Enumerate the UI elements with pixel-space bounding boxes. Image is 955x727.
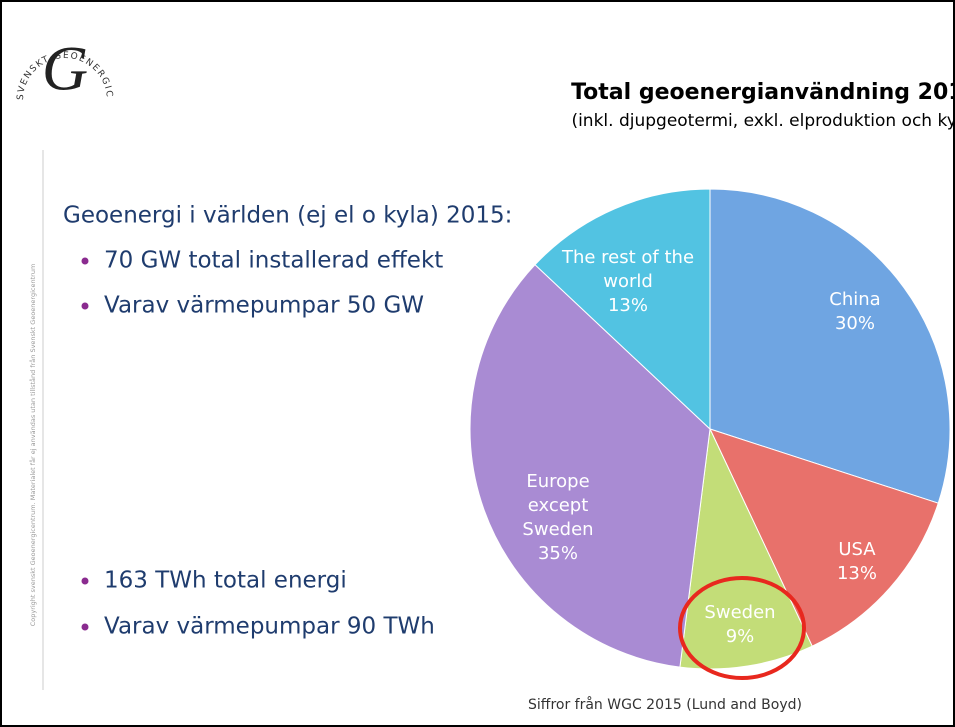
value-label: 13%: [836, 563, 877, 584]
category-label: USA: [838, 539, 876, 560]
chart-subtitle: (inkl. djupgeotermi, exkl. elproduktion …: [571, 111, 955, 131]
slice-label: USA 13%: [822, 538, 892, 586]
pie-slice: [469, 264, 711, 668]
value-label: 35%: [537, 543, 578, 564]
category-label: China: [829, 289, 881, 310]
pie-slice: [534, 188, 711, 431]
value-label: 13%: [607, 295, 648, 316]
chart-title: Total geoenergianvändning 2015: [571, 80, 955, 105]
pie-slice: [709, 188, 951, 504]
bullet-dot: [81, 257, 89, 265]
category-label: Sweden: [704, 602, 776, 623]
bullet-text: 163 TWh total energi: [104, 568, 347, 594]
bullet-dot: [81, 302, 89, 310]
category-label: The rest of the world: [561, 247, 695, 292]
bullet-text: Varav värmepumpar 50 GW: [104, 293, 424, 319]
slice-label: Sweden 9%: [695, 601, 785, 649]
value-label: 9%: [725, 626, 755, 647]
pie-slice: [709, 428, 939, 647]
slice-label: Europe except Sweden 35%: [508, 470, 608, 566]
pie: [469, 188, 951, 670]
highlight-ring: [678, 576, 806, 680]
pie-slice: [679, 427, 813, 670]
bullet-dot: [81, 577, 89, 585]
intro: Geoenergi i världen (ej el o kyla) 2015:: [63, 203, 512, 229]
category-label: Europe except Sweden: [522, 471, 594, 540]
bullet-dot: [81, 623, 89, 631]
value-label: 30%: [834, 313, 875, 334]
source: Siffror från WGC 2015 (Lund and Boyd): [528, 696, 802, 713]
bullet-text: 70 GW total installerad effekt: [104, 248, 443, 274]
slice-label: The rest of the world 13%: [553, 246, 703, 318]
copyright: Copyright svenskt Geoenergicentrum. Mate…: [28, 264, 37, 627]
bullet-text: Varav värmepumpar 90 TWh: [104, 614, 435, 640]
logo-mark: G: [42, 33, 88, 104]
slice-label: China 30%: [810, 288, 900, 336]
